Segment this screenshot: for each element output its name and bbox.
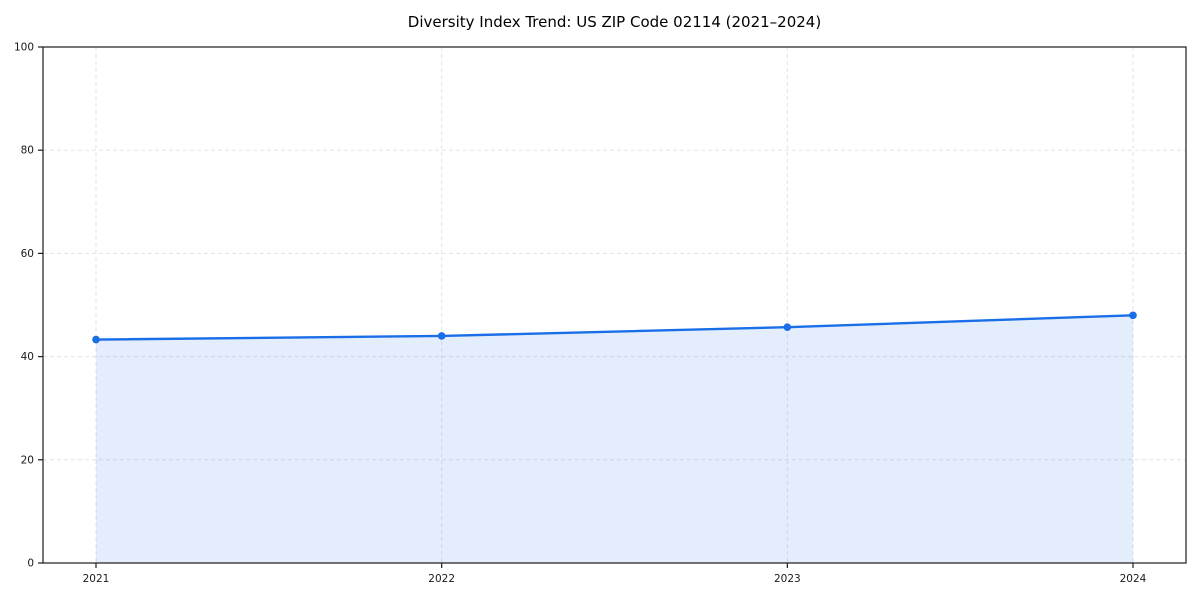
plot-border [42,46,1187,564]
axes-box [42,46,1187,564]
trend-line [94,314,1135,341]
y-axis-ticks: 0 20 40 60 80 100 [14,42,43,570]
trend-line-path [94,314,1135,341]
y-tick-label: 60 [21,248,34,260]
x-axis-ticks: 2021 2022 2023 2024 [83,563,1147,585]
data-point-marker [92,335,100,344]
y-tick-label: 100 [14,42,34,54]
chart-title: Diversity Index Trend: US ZIP Code 02114… [407,13,822,31]
y-tick-label: 20 [21,454,34,466]
data-points [92,311,1137,344]
x-tick-label: 2024 [1120,573,1147,585]
x-tick-label: 2023 [774,573,801,585]
area-fill [96,315,1133,563]
y-tick-label: 80 [21,145,34,157]
data-point-marker [1129,311,1137,320]
x-tick-label: 2021 [83,573,110,585]
area-fill-path [96,315,1133,563]
data-point-marker [783,323,792,331]
y-tick-label: 0 [27,558,34,570]
y-tick-label: 40 [21,351,34,363]
x-tick-label: 2022 [428,573,455,585]
data-point-marker [437,332,446,340]
